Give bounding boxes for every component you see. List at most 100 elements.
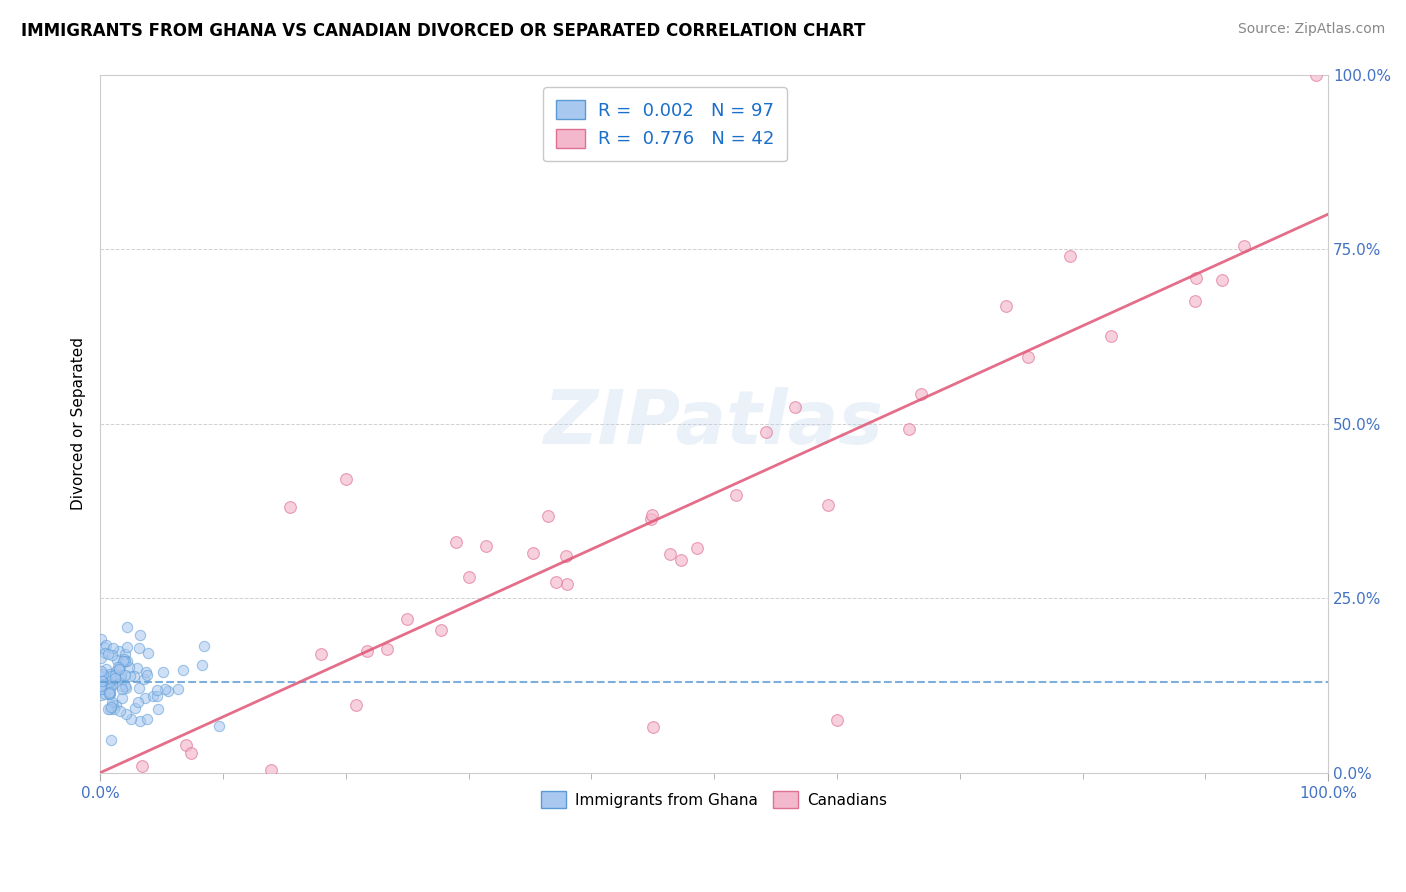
Point: [90, 679, 112, 693]
Point: [1185, 270, 1208, 285]
Point: [93, 640, 115, 654]
Point: [90, 632, 112, 646]
Point: [544, 575, 567, 590]
Point: [90, 681, 112, 696]
Point: [100, 674, 122, 689]
Point: [555, 549, 578, 563]
Point: [537, 509, 560, 524]
Point: [128, 641, 150, 656]
Point: [167, 681, 190, 696]
Point: [136, 668, 159, 682]
Point: [280, 500, 302, 515]
Point: [103, 702, 125, 716]
Point: [641, 720, 664, 734]
Point: [208, 719, 231, 733]
Point: [94, 638, 117, 652]
Point: [817, 498, 839, 512]
Point: [825, 714, 848, 728]
Point: [129, 627, 152, 641]
Point: [114, 667, 136, 681]
Point: [129, 714, 152, 728]
Point: [457, 570, 479, 584]
Point: [152, 665, 174, 679]
Point: [112, 652, 135, 666]
Point: [101, 678, 124, 692]
Point: [97, 702, 120, 716]
Point: [135, 712, 157, 726]
Point: [90, 670, 112, 684]
Point: [91, 666, 114, 681]
Point: [98, 681, 121, 695]
Point: [142, 689, 165, 703]
Point: [104, 665, 127, 679]
Point: [658, 547, 681, 561]
Point: [98, 702, 121, 716]
Point: [131, 759, 153, 773]
Point: [110, 679, 132, 693]
Point: [96, 679, 118, 693]
Point: [110, 668, 132, 682]
Point: [98, 686, 121, 700]
Point: [104, 671, 127, 685]
Point: [101, 698, 124, 712]
Point: [107, 644, 129, 658]
Point: [124, 701, 146, 715]
Point: [114, 655, 136, 669]
Point: [93, 669, 115, 683]
Point: [1211, 273, 1233, 287]
Point: [90, 673, 112, 688]
Point: [94, 677, 117, 691]
Point: [104, 668, 127, 682]
Point: [107, 662, 129, 676]
Point: [91, 681, 114, 696]
Point: [136, 646, 159, 660]
Point: [115, 654, 138, 668]
Point: [444, 534, 467, 549]
Point: [110, 691, 132, 706]
Text: Source: ZipAtlas.com: Source: ZipAtlas.com: [1237, 22, 1385, 37]
Point: [97, 648, 120, 662]
Point: [724, 488, 747, 502]
Point: [148, 701, 170, 715]
Point: [641, 508, 664, 523]
Point: [1184, 294, 1206, 309]
Point: [1099, 328, 1122, 343]
Y-axis label: Divorced or Separated: Divorced or Separated: [72, 337, 86, 510]
Point: [97, 681, 120, 696]
Point: [755, 425, 778, 439]
Point: [135, 665, 157, 680]
Point: [156, 684, 179, 698]
Point: [122, 669, 145, 683]
Point: [396, 612, 419, 626]
Point: [475, 539, 498, 553]
Point: [117, 620, 139, 634]
Point: [783, 400, 806, 414]
Point: [134, 690, 156, 705]
Point: [100, 669, 122, 683]
Point: [117, 640, 139, 655]
Point: [117, 660, 139, 674]
Point: [105, 653, 128, 667]
Point: [98, 667, 121, 681]
Point: [153, 681, 176, 696]
Point: [1305, 68, 1327, 82]
Point: [910, 386, 932, 401]
Point: [114, 681, 136, 696]
Point: [108, 672, 131, 686]
Text: ZIPatlas: ZIPatlas: [544, 387, 884, 460]
Point: [100, 699, 122, 714]
Point: [128, 681, 150, 695]
Point: [114, 647, 136, 661]
Point: [114, 679, 136, 693]
Point: [90, 651, 112, 665]
Point: [555, 577, 578, 591]
Legend: Immigrants from Ghana, Canadians: Immigrants from Ghana, Canadians: [534, 783, 894, 815]
Point: [93, 686, 115, 700]
Point: [104, 698, 127, 712]
Point: [90, 664, 112, 678]
Point: [375, 642, 398, 657]
Point: [108, 659, 131, 673]
Point: [127, 661, 149, 675]
Text: IMMIGRANTS FROM GHANA VS CANADIAN DIVORCED OR SEPARATED CORRELATION CHART: IMMIGRANTS FROM GHANA VS CANADIAN DIVORC…: [21, 22, 866, 40]
Point: [91, 673, 114, 688]
